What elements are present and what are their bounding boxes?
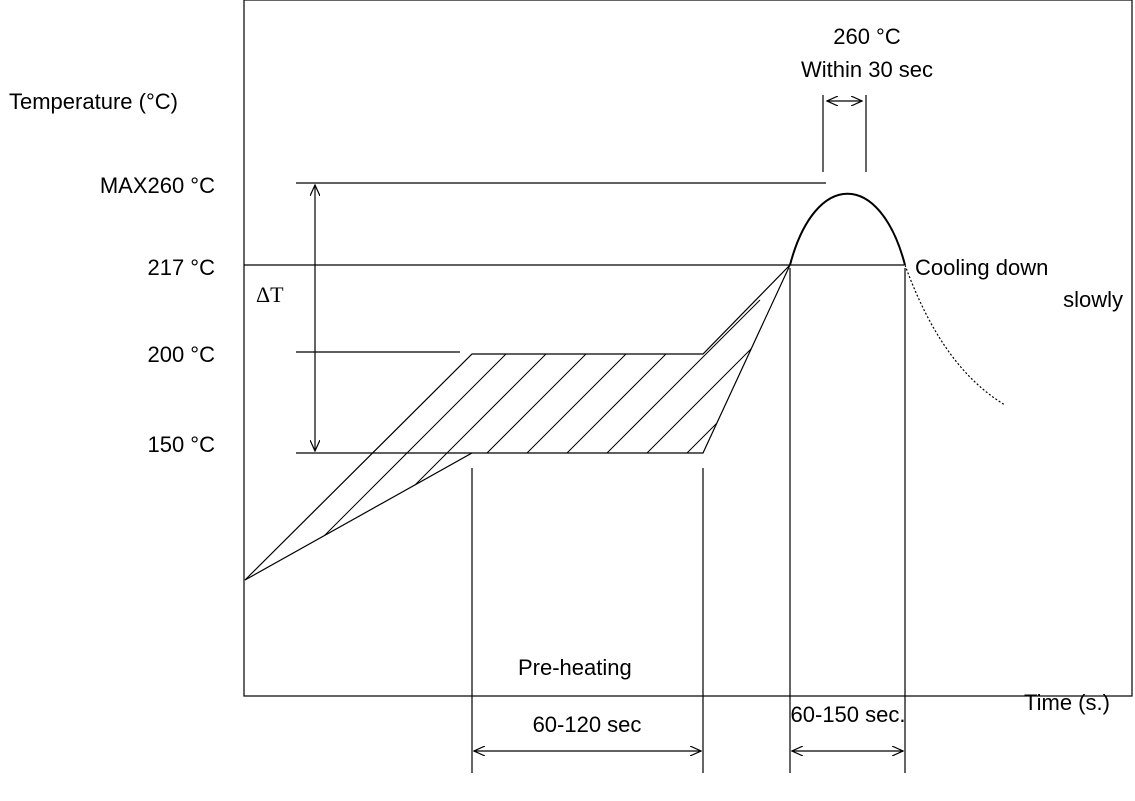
x-axis-label: Time (s.): [1024, 690, 1110, 715]
delta-t-label: ΔT: [256, 282, 284, 307]
cooling-label-line2: slowly: [1063, 287, 1123, 312]
preheat-duration-label: 60-120 sec: [533, 712, 642, 737]
y-axis-label: Temperature (°C): [9, 89, 178, 114]
preheat-hatch: [245, 299, 790, 580]
cooling-curve: [904, 264, 1006, 406]
profile-lower-curve: [244, 264, 791, 581]
peak-time-label: Within 30 sec: [801, 57, 933, 82]
peak-curve: [789, 192, 906, 266]
temp-label-150: 150 °C: [147, 432, 215, 457]
plot-frame: [243, 0, 1133, 697]
preheating-label: Pre-heating: [518, 655, 632, 680]
reflow-duration-label: 60-150 sec.: [791, 702, 906, 727]
peak-temp-label: 260 °C: [833, 24, 901, 49]
profile-upper-curve: [244, 264, 791, 581]
cooling-label-line1: Cooling down: [915, 255, 1048, 280]
temp-label-217: 217 °C: [147, 255, 215, 280]
temp-label-200: 200 °C: [147, 342, 215, 367]
temp-label-max: MAX260 °C: [100, 173, 215, 198]
